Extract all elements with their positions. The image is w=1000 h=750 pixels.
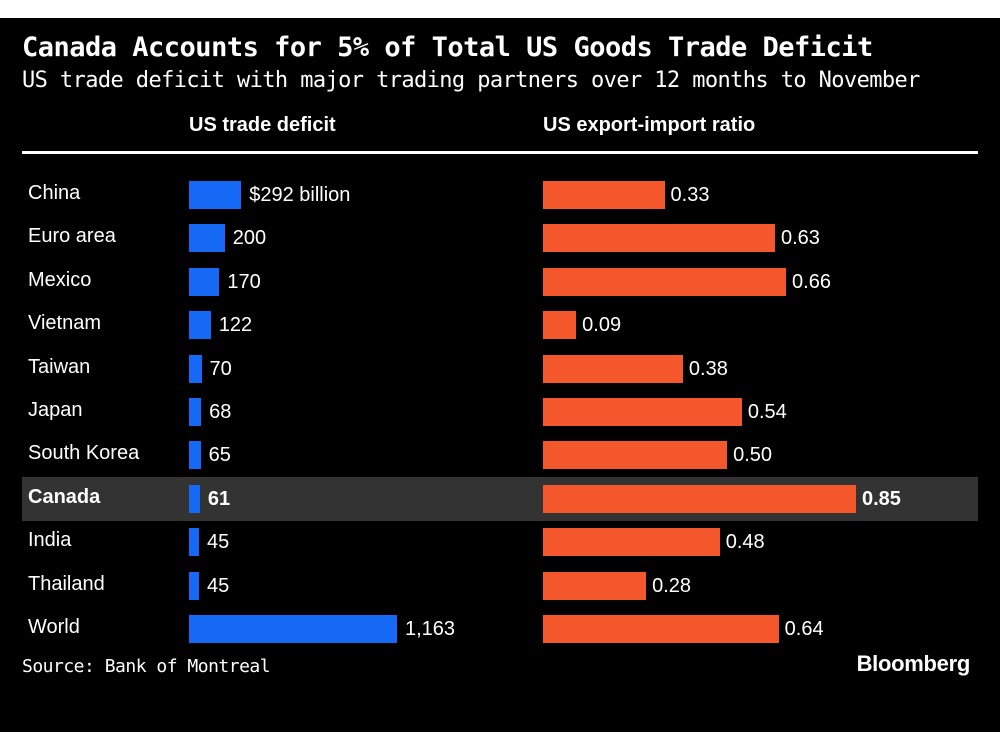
- category-label: India: [28, 529, 72, 552]
- category-label: Vietnam: [28, 312, 102, 335]
- deficit-bar: [189, 571, 199, 600]
- ratio-bar: [543, 181, 665, 209]
- ratio-bar: [543, 528, 720, 557]
- deficit-value-label: 65: [208, 444, 231, 467]
- deficit-value-label: 122: [218, 314, 253, 337]
- ratio-value-label: 0.50: [733, 444, 773, 467]
- ratio-value-label: 0.63: [780, 227, 820, 250]
- chart-subtitle: US trade deficit with major trading part…: [22, 68, 920, 93]
- category-label: Euro area: [28, 225, 116, 248]
- category-label: Japan: [28, 399, 83, 421]
- deficit-bar: [189, 615, 397, 643]
- category-label: Canada: [28, 485, 101, 508]
- deficit-value-label: 200: [232, 227, 267, 250]
- header-rule: [22, 151, 978, 154]
- ratio-bar: [543, 311, 577, 340]
- ratio-value-label: 0.28: [652, 574, 692, 597]
- ratio-column-header: US export-import ratio: [543, 114, 756, 136]
- category-label: Mexico: [28, 268, 92, 291]
- category-label: South Korea: [28, 442, 140, 465]
- deficit-value-label: 1,163: [405, 618, 456, 640]
- ratio-bar: [543, 354, 683, 383]
- deficit-bar: [189, 354, 202, 383]
- category-label: China: [28, 182, 81, 204]
- deficit-value-label: $292 billion: [249, 184, 351, 206]
- deficit-bar: [189, 528, 199, 557]
- ratio-value-label: 0.48: [725, 531, 765, 554]
- deficit-bar: [189, 224, 225, 253]
- ratio-bar: [543, 441, 728, 470]
- deficit-column-header: US trade deficit: [189, 114, 336, 136]
- deficit-value-label: 45: [207, 531, 230, 554]
- ratio-value-label: 0.64: [784, 618, 824, 640]
- deficit-bar: [189, 441, 201, 470]
- ratio-bar: [543, 615, 779, 643]
- category-label: World: [28, 616, 80, 638]
- ratio-bar: [543, 224, 775, 253]
- deficit-bar: [189, 484, 200, 513]
- ratio-value-label: 0.09: [582, 314, 622, 337]
- deficit-value-label: 68: [209, 401, 232, 423]
- category-label: Taiwan: [28, 355, 91, 378]
- deficit-value-label: 61: [207, 487, 231, 510]
- ratio-bar: [543, 484, 856, 513]
- bloomberg-logo: Bloomberg: [856, 651, 971, 676]
- source-note: Source: Bank of Montreal: [22, 656, 271, 677]
- deficit-value-label: 70: [209, 357, 232, 380]
- ratio-bar: [543, 571, 647, 600]
- ratio-value-label: 0.54: [747, 401, 787, 423]
- ratio-value-label: 0.66: [792, 270, 831, 293]
- deficit-value-label: 45: [207, 574, 230, 597]
- ratio-value-label: 0.85: [862, 487, 901, 510]
- deficit-value-label: 170: [227, 270, 261, 293]
- deficit-bar: [189, 311, 211, 340]
- category-label: Thailand: [28, 572, 105, 595]
- ratio-bar: [543, 398, 742, 426]
- chart-panel: [0, 18, 1000, 732]
- ratio-value-label: 0.38: [688, 357, 728, 380]
- deficit-bar: [189, 398, 202, 426]
- deficit-bar: [189, 267, 220, 296]
- deficit-bar: [189, 181, 242, 209]
- ratio-bar: [543, 267, 787, 296]
- chart-title: Canada Accounts for 5% of Total US Goods…: [22, 32, 873, 63]
- ratio-value-label: 0.33: [670, 184, 710, 206]
